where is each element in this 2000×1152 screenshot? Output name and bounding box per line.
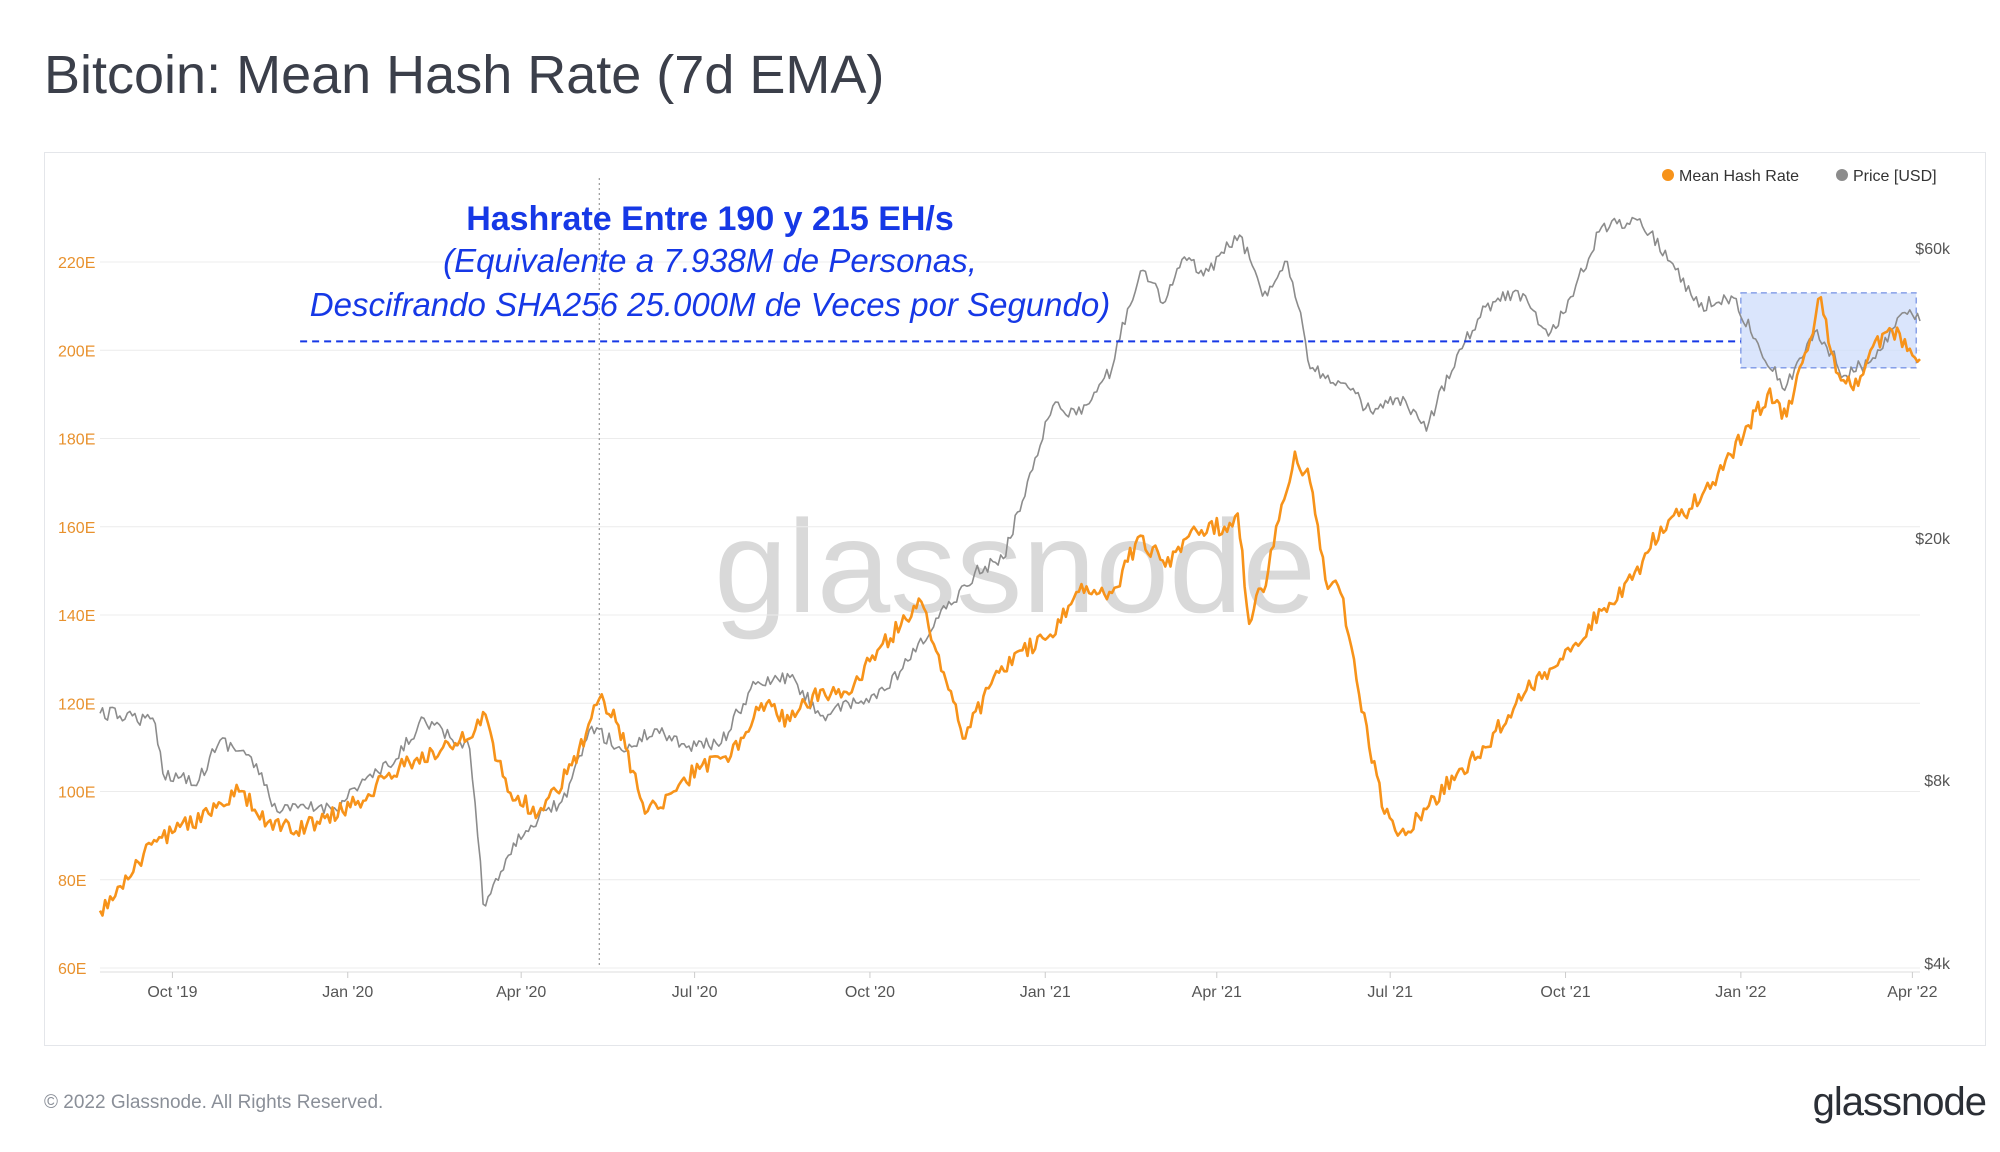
x-tick-label: Apr '22 xyxy=(1887,984,1937,1001)
legend-label-2: Price [USD] xyxy=(1853,168,1937,185)
right-tick-label: $60k xyxy=(1915,241,1951,258)
left-tick-label: 100E xyxy=(58,785,95,802)
x-tick-label: Jul '21 xyxy=(1367,984,1413,1001)
glassnode-logo: glassnode xyxy=(1812,1080,1987,1124)
x-tick-label: Oct '21 xyxy=(1540,984,1590,1001)
x-tick-label: Oct '19 xyxy=(147,984,197,1001)
legend-marker-2 xyxy=(1836,169,1848,181)
left-tick-label: 180E xyxy=(58,432,95,449)
left-tick-label: 200E xyxy=(58,343,95,360)
x-tick-label: Jul '20 xyxy=(672,984,718,1001)
hashrate-series-line xyxy=(98,296,1921,917)
x-tick-label: Jan '21 xyxy=(1020,984,1071,1001)
price-series-line xyxy=(99,216,1921,907)
left-tick-label: 120E xyxy=(58,696,95,713)
copyright-footer: © 2022 Glassnode. All Rights Reserved. xyxy=(44,1092,384,1113)
left-tick-label: 220E xyxy=(58,255,95,272)
chart-frame xyxy=(44,152,1986,1046)
chart-title: Bitcoin: Mean Hash Rate (7d EMA) xyxy=(44,45,885,105)
legend-label-1: Mean Hash Rate xyxy=(1679,168,1799,185)
left-tick-label: 140E xyxy=(58,608,95,625)
annotation-text-2: (Equivalente a 7.938M de Personas, xyxy=(443,242,977,279)
left-tick-label: 160E xyxy=(58,520,95,537)
x-tick-label: Oct '20 xyxy=(845,984,895,1001)
x-tick-label: Jan '22 xyxy=(1715,984,1766,1001)
x-tick-label: Jan '20 xyxy=(322,984,373,1001)
right-tick-label: $8k xyxy=(1924,773,1951,790)
x-tick-label: Apr '21 xyxy=(1192,984,1242,1001)
annotation-text-3: Descifrando SHA256 25.000M de Veces por … xyxy=(310,286,1110,323)
left-tick-label: 80E xyxy=(58,873,86,890)
left-tick-label: 60E xyxy=(58,961,86,978)
legend-marker-1 xyxy=(1662,169,1674,181)
right-tick-label: $4k xyxy=(1924,956,1951,973)
right-tick-label: $20k xyxy=(1915,531,1951,548)
annotation-text-1: Hashrate Entre 190 y 215 EH/s xyxy=(466,200,954,238)
x-tick-label: Apr '20 xyxy=(496,984,546,1001)
